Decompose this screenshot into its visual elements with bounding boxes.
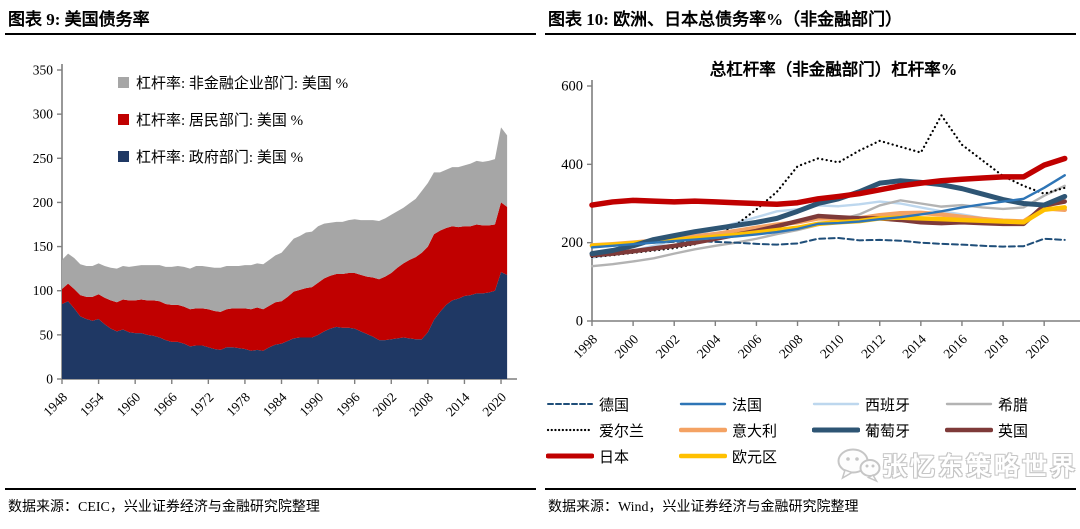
legend-line-sample-germany — [547, 403, 593, 405]
x-axis-tick-label: 1960 — [114, 389, 144, 419]
legend-item-ireland: 爱尔兰 — [546, 417, 679, 443]
y-axis-tick-label: 600 — [561, 79, 583, 95]
figure10-footer-divider — [545, 488, 1076, 490]
y-axis-tick-label: 400 — [561, 157, 583, 173]
legend-item-eurozone: 欧元区 — [679, 443, 812, 469]
x-axis-tick-label: 2020 — [1023, 331, 1053, 361]
y-axis-tick-label: 150 — [33, 239, 54, 254]
legend-line-sample-spain — [812, 402, 860, 406]
legend-label-uk: 英国 — [998, 423, 1029, 440]
figure9-title-divider — [5, 33, 536, 35]
figure10-title-divider — [545, 33, 1076, 35]
x-axis-tick-label: 1990 — [297, 389, 327, 419]
legend-label-ireland: 爱尔兰 — [599, 423, 645, 440]
y-axis-tick-label: 0 — [46, 372, 53, 387]
figure9-panel: 图表 9: 美国债务率 0 50 100 150 200 250 300 350 1948 195… — [5, 10, 536, 515]
area-series-households — [62, 202, 508, 351]
figure9-footer-divider — [5, 488, 536, 490]
x-axis-tick-label: 1972 — [187, 390, 217, 420]
chart-title: 总杠杆率（非金融部门）杠杆率% — [710, 59, 958, 79]
legend-label-eurozone: 欧元区 — [732, 449, 778, 466]
legend-item-japan: 日本 — [546, 443, 679, 469]
x-axis-tick-label: 2002 — [370, 390, 400, 420]
legend-label-portugal: 葡萄牙 — [865, 423, 911, 440]
x-axis-tick-label: 1998 — [570, 331, 600, 361]
area-series-government — [62, 272, 508, 379]
legend-line-sample-france — [679, 402, 727, 406]
legend-line-sample-eurozone — [679, 453, 727, 459]
legend-item-germany: 德国 — [546, 391, 679, 417]
line-series-uk — [589, 199, 1067, 258]
y-axis-tick-label: 300 — [33, 107, 54, 122]
x-axis-tick-label: 2004 — [694, 331, 724, 361]
line-series-france — [590, 174, 1066, 249]
legend-line-sample-ireland — [546, 428, 594, 432]
x-axis-tick-label: 2010 — [817, 331, 847, 361]
y-axis-tick-label: 0 — [576, 314, 583, 330]
y-axis-tick-label: 200 — [561, 235, 583, 251]
legend-item-france: 法国 — [679, 391, 812, 417]
y-axis-tick-label: 100 — [33, 283, 54, 298]
x-axis-tick-label: 1984 — [260, 389, 290, 419]
figure9-source: 数据来源：CEIC，兴业证券经济与金融研究院整理 — [8, 500, 320, 515]
legend-label-germany: 德国 — [599, 397, 630, 414]
legend-item-italy: 意大利 — [679, 417, 812, 443]
x-axis-tick-label: 2014 — [899, 331, 929, 361]
x-axis-tick-label: 2008 — [776, 331, 806, 361]
x-axis-tick-label: 1966 — [150, 389, 180, 419]
legend-label-spain: 西班牙 — [865, 397, 911, 414]
figure10-title: 图表 10: 欧洲、日本总债务率%（非金融部门） — [548, 10, 903, 29]
europe-japan-chart-legend: 德国 法国 西班牙 希腊爱尔兰 意大利 葡萄牙 英国日本 欧元区 — [546, 391, 1078, 469]
legend-label-greece: 希腊 — [998, 397, 1029, 414]
x-axis-tick-label: 2002 — [653, 332, 683, 362]
legend-line-sample-uk — [945, 427, 993, 433]
legend-item-spain: 西班牙 — [812, 391, 945, 417]
area-series-nonfinancial-corporate — [62, 127, 508, 312]
y-axis-tick-label: 50 — [40, 327, 54, 342]
legend-line-sample-japan — [546, 453, 594, 459]
legend-item-portugal: 葡萄牙 — [812, 417, 945, 443]
legend-item-uk: 英国 — [945, 417, 1078, 443]
figure10-panel: 图表 10: 欧洲、日本总债务率%（非金融部门） 总杠杆率（非金融部门）杠杆率%… — [540, 0, 1080, 529]
x-axis-tick-label: 2008 — [406, 389, 436, 419]
legend-item-greece: 希腊 — [945, 391, 1078, 417]
x-axis-tick-label: 2016 — [940, 331, 970, 361]
x-axis-tick-label: 2006 — [735, 331, 765, 361]
x-axis-tick-label: 1954 — [77, 389, 107, 419]
y-axis-tick-label: 350 — [33, 63, 54, 78]
legend-label-japan: 日本 — [599, 449, 630, 466]
line-series-portugal — [589, 178, 1068, 257]
legend-line-sample-greece — [945, 402, 993, 406]
x-axis-tick-label: 1948 — [40, 389, 70, 419]
x-axis-tick-label: 2020 — [479, 389, 509, 419]
x-axis-tick-label: 2000 — [612, 331, 642, 361]
y-axis-tick-label: 250 — [33, 151, 54, 166]
x-axis-tick-label: 2014 — [443, 389, 473, 419]
line-series-japan — [589, 155, 1068, 208]
x-axis-tick-label: 2012 — [858, 332, 888, 362]
europe-japan-line-chart: 总杠杆率（非金融部门）杠杆率% 0 200 400 600 1998 2000 2002 200… — [561, 59, 1080, 362]
y-axis-tick-label: 200 — [33, 195, 54, 210]
legend-line-sample-italy — [679, 427, 727, 433]
legend-line-sample-portugal — [812, 427, 860, 433]
figure9-title: 图表 9: 美国债务率 — [8, 10, 150, 29]
x-axis-tick-label: 1996 — [333, 389, 363, 419]
legend-label-italy: 意大利 — [732, 423, 778, 440]
x-axis-tick-label: 2018 — [981, 331, 1011, 361]
figure10-source: 数据来源：Wind，兴业证券经济与金融研究院整理 — [548, 500, 859, 515]
legend-label-france: 法国 — [732, 397, 763, 414]
x-axis-tick-label: 1978 — [223, 389, 253, 419]
